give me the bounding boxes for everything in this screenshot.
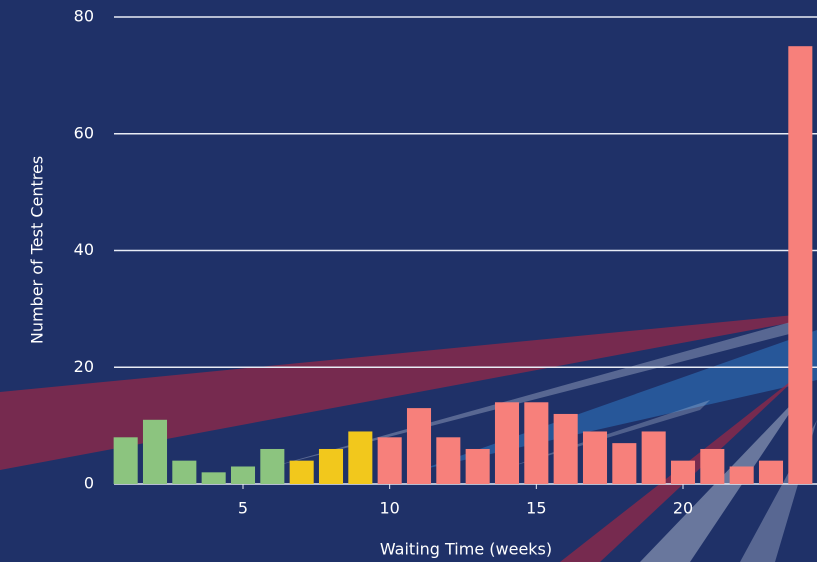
x-tick-label: 5 xyxy=(238,499,248,518)
y-axis-label: Number of Test Centres xyxy=(28,156,47,344)
bar xyxy=(348,431,373,484)
bar xyxy=(318,448,344,484)
ray xyxy=(260,318,805,470)
bar xyxy=(494,402,520,484)
bar xyxy=(436,437,461,484)
bar xyxy=(700,448,725,484)
bar xyxy=(289,460,314,484)
bar xyxy=(758,460,784,484)
bar xyxy=(788,46,813,484)
bar xyxy=(465,448,490,484)
y-tick-label: 20 xyxy=(74,357,94,376)
bar xyxy=(201,472,226,484)
x-tick-label: 20 xyxy=(673,499,693,518)
bar xyxy=(641,431,666,484)
x-axis-label: Waiting Time (weeks) xyxy=(380,540,552,559)
y-tick-label: 40 xyxy=(74,240,94,259)
bar xyxy=(142,419,168,484)
bar xyxy=(260,448,285,484)
bar xyxy=(612,443,637,484)
ray xyxy=(420,330,817,470)
y-tick-label: 0 xyxy=(84,474,94,493)
bar xyxy=(377,437,402,484)
y-tick-label: 80 xyxy=(74,7,94,26)
bar xyxy=(729,466,754,484)
bar xyxy=(230,466,256,484)
bar xyxy=(524,402,549,484)
bar xyxy=(172,460,197,484)
bar xyxy=(113,437,138,484)
bar xyxy=(582,431,608,484)
x-tick-label: 10 xyxy=(379,499,399,518)
x-tick-label: 15 xyxy=(526,499,546,518)
y-tick-label: 60 xyxy=(74,123,94,142)
bar xyxy=(553,413,578,484)
ray xyxy=(0,314,805,470)
bar xyxy=(406,408,432,484)
bar xyxy=(670,460,696,484)
